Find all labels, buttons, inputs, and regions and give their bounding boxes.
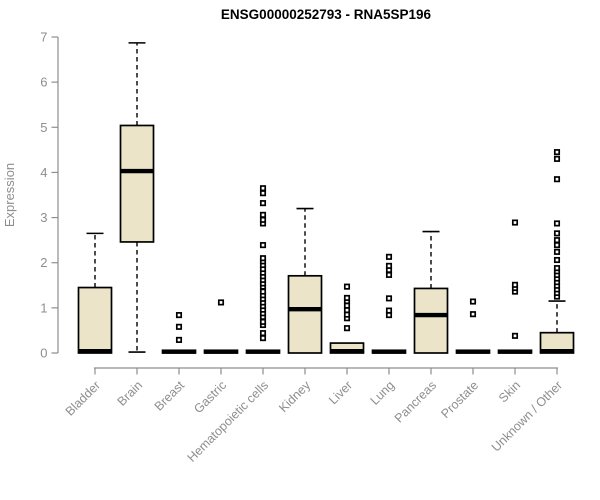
- boxplot-pancreas: [413, 230, 449, 354]
- outlier-point: [553, 155, 561, 162]
- outlier-point: [553, 220, 561, 227]
- x-category-label: Hematopoietic cells: [185, 378, 272, 465]
- box: [77, 286, 113, 354]
- chart-title: ENSG00000252793 - RNA5SP196: [221, 7, 432, 22]
- outlier-point: [259, 335, 267, 342]
- boxplot-brain: [119, 42, 155, 353]
- boxplot-liver: [329, 283, 365, 354]
- outlier-point: [553, 265, 561, 272]
- outlier-point: [259, 185, 267, 192]
- y-tick-label: 3: [40, 210, 47, 225]
- y-tick-label: 2: [40, 255, 47, 270]
- x-category-label: Unknown / Other: [489, 378, 565, 454]
- outlier-point: [343, 325, 351, 332]
- y-axis: 0 1 2 3 4 5 6 7: [40, 30, 59, 361]
- outlier-point: [259, 200, 267, 207]
- x-category-label: Prostate: [438, 378, 481, 421]
- outlier-point: [259, 190, 267, 197]
- outlier-point: [553, 256, 561, 264]
- outlier-point: [343, 283, 351, 290]
- boxplot-hematopoietic-cells: [245, 185, 281, 354]
- box: [413, 287, 449, 354]
- x-category-label: Skin: [496, 378, 523, 405]
- x-category-label: Gastric: [191, 378, 229, 416]
- outlier-point: [553, 149, 561, 156]
- y-tick-label: 4: [40, 165, 47, 180]
- y-axis-label: Expression: [2, 163, 17, 227]
- outlier-point: [385, 295, 393, 302]
- outlier-point: [259, 211, 267, 218]
- outlier-point: [385, 307, 393, 314]
- y-tick-label: 5: [40, 120, 47, 135]
- outlier-point: [259, 318, 267, 325]
- x-category-label: Kidney: [276, 378, 313, 415]
- plot-area: 0 1 2 3 4 5 6 7 Bladder Brain Breast GastricHematop…: [40, 30, 575, 465]
- y-tick-label: 7: [40, 30, 47, 45]
- outlier-point: [259, 255, 267, 262]
- boxplot-unknown-other: [539, 149, 575, 354]
- y-tick-label: 0: [40, 346, 47, 361]
- outlier-point: [553, 242, 561, 249]
- outlier-point: [553, 248, 561, 255]
- box: [119, 124, 155, 243]
- boxplot-breast: [161, 312, 197, 354]
- outlier-point: [553, 237, 561, 244]
- x-category-label: Liver: [326, 378, 355, 407]
- outlier-point: [511, 219, 519, 226]
- outlier-point: [385, 262, 393, 269]
- outlier-point: [259, 216, 267, 223]
- outlier-point: [511, 281, 519, 288]
- boxplot-kidney: [287, 207, 323, 354]
- x-category-label: Pancreas: [392, 378, 439, 425]
- outlier-point: [553, 230, 561, 237]
- outlier-point: [469, 311, 477, 318]
- outlier-point: [511, 332, 519, 339]
- outlier-point: [259, 288, 267, 295]
- boxplot-prostate: [455, 298, 491, 354]
- x-category-label: Bladder: [63, 378, 103, 418]
- x-category-label: Brain: [115, 378, 146, 409]
- outlier-point: [175, 323, 183, 330]
- outlier-point: [259, 330, 267, 337]
- outlier-point: [343, 294, 351, 301]
- outlier-point: [259, 242, 267, 249]
- outlier-point: [175, 336, 183, 343]
- boxplot-gastric: [203, 299, 239, 354]
- boxplot-bladder: [77, 232, 113, 354]
- outlier-point: [553, 176, 561, 183]
- boxplot-skin: [497, 219, 533, 354]
- boxplot-lung: [371, 253, 407, 354]
- y-tick-label: 6: [40, 75, 47, 90]
- outlier-point: [175, 312, 183, 319]
- outlier-point: [469, 298, 477, 305]
- outlier-point: [385, 253, 393, 260]
- box: [287, 274, 323, 354]
- outlier-point: [217, 299, 225, 306]
- outlier-point: [385, 271, 393, 278]
- x-category-label: Breast: [152, 378, 188, 414]
- x-category-label: Lung: [368, 378, 398, 408]
- y-tick-label: 1: [40, 300, 47, 315]
